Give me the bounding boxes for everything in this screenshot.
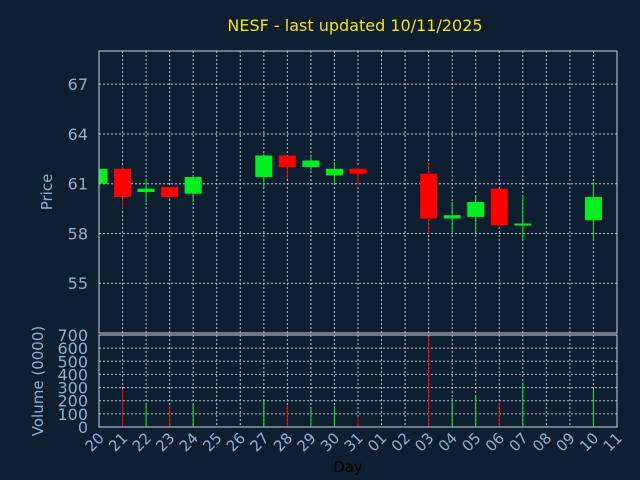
x-tick-label: 21 <box>105 429 131 455</box>
candle-body <box>302 160 320 168</box>
x-tick-label: 06 <box>482 429 508 455</box>
x-tick-label: 31 <box>341 429 367 455</box>
x-tick-label: 08 <box>529 429 555 455</box>
candle-body <box>467 201 485 217</box>
x-tick-label: 28 <box>270 429 296 455</box>
price-tick-label: 61 <box>68 175 88 194</box>
price-candles <box>98 153 602 241</box>
candle-body <box>99 168 108 184</box>
x-tick-label: 04 <box>435 429 461 455</box>
x-tick-label: 22 <box>129 429 155 455</box>
volume-tick-label: 100 <box>57 405 88 424</box>
candle-body <box>514 223 532 226</box>
volume-grid <box>99 335 617 427</box>
x-tick-label: 26 <box>223 429 249 455</box>
candle-body <box>255 155 273 178</box>
x-tick-label: 30 <box>317 429 343 455</box>
volume-panel-frame <box>98 334 618 428</box>
x-tick-label: 29 <box>294 429 320 455</box>
price-tick-label: 58 <box>68 224 88 243</box>
x-tick-label: 11 <box>600 429 626 455</box>
price-tick-label: 64 <box>68 125 88 144</box>
x-tick-label: 09 <box>553 429 579 455</box>
price-tick-label: 55 <box>68 274 88 293</box>
price-tick-label: 67 <box>68 75 88 94</box>
volume-tick-label: 600 <box>57 339 88 358</box>
x-tick-label: 23 <box>152 429 178 455</box>
volume-tick-label: 700 <box>57 326 88 345</box>
candle-body <box>278 155 296 168</box>
x-tick-label: 25 <box>199 429 225 455</box>
candle-body <box>137 188 155 192</box>
x-tick-label: 07 <box>505 429 531 455</box>
price-axis-label: Price <box>38 174 56 211</box>
volume-tick-label: 200 <box>57 392 88 411</box>
volume-bars <box>98 336 594 427</box>
price-panel-frame <box>98 50 618 334</box>
x-axis-label: Day <box>333 458 363 476</box>
volume-tick-label: 300 <box>57 379 88 398</box>
x-tick-label: 05 <box>458 429 484 455</box>
candle-body <box>584 196 602 221</box>
x-tick-label: 02 <box>388 429 414 455</box>
volume-tick-label: 400 <box>57 365 88 384</box>
volume-tick-label: 0 <box>78 418 88 437</box>
x-tick-label: 03 <box>411 429 437 455</box>
x-tick-label: 10 <box>576 429 602 455</box>
candle-body <box>443 215 461 219</box>
x-tick-label: 01 <box>364 429 390 455</box>
candle-body <box>184 177 202 194</box>
candle-body <box>490 188 508 226</box>
candle-body <box>114 168 132 197</box>
price-tick-labels: 55 58 61 64 67 <box>68 75 88 293</box>
chart-title: NESF - last updated 10/11/2025 <box>227 16 482 35</box>
x-tick-label: 24 <box>176 429 202 455</box>
volume-axis-label: Volume (0000) <box>29 326 47 436</box>
candle-body <box>161 187 179 197</box>
candle-body <box>325 168 343 176</box>
candle-body <box>420 173 438 219</box>
volume-tick-label: 500 <box>57 352 88 371</box>
x-tick-labels: 2021222324252627282930310102030405060708… <box>82 429 626 455</box>
x-tick-label: 27 <box>246 429 272 455</box>
candle-body <box>349 168 367 174</box>
